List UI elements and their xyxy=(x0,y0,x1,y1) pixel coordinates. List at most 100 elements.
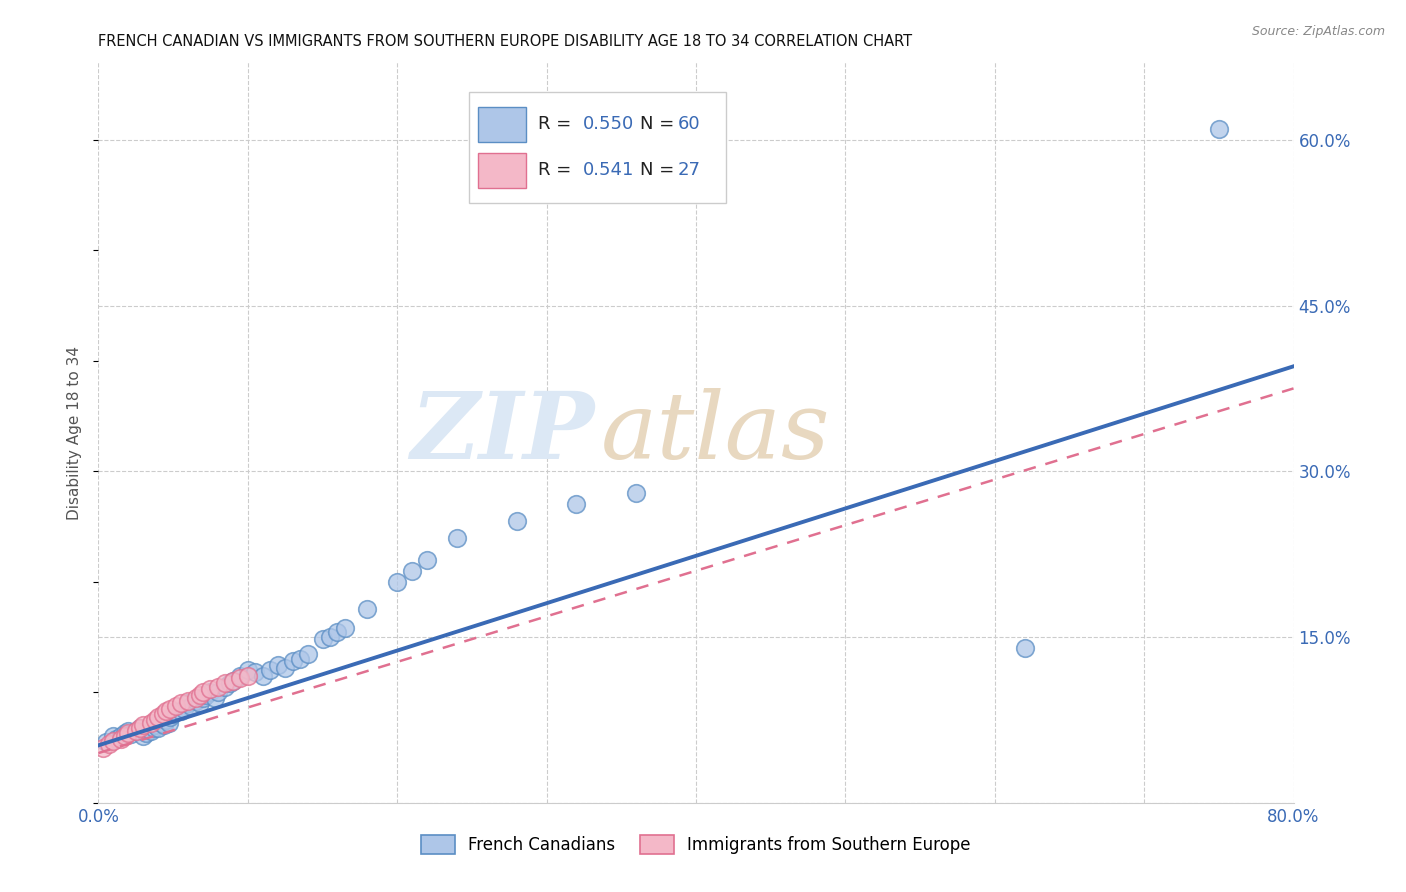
Point xyxy=(252,669,274,683)
Point xyxy=(125,723,148,738)
Text: FRENCH CANADIAN VS IMMIGRANTS FROM SOUTHERN EUROPE DISABILITY AGE 18 TO 34 CORRE: FRENCH CANADIAN VS IMMIGRANTS FROM SOUTH… xyxy=(98,34,912,49)
Point xyxy=(319,630,342,644)
Point xyxy=(177,697,200,711)
Point xyxy=(229,671,252,685)
Point xyxy=(207,685,229,699)
Point xyxy=(169,704,191,718)
Point xyxy=(142,721,165,735)
Point xyxy=(103,734,125,748)
Point xyxy=(114,726,136,740)
Point xyxy=(97,737,120,751)
Point xyxy=(132,730,155,744)
Text: N =: N = xyxy=(640,115,679,133)
Point xyxy=(180,698,202,713)
Point xyxy=(326,624,349,639)
Y-axis label: Disability Age 18 to 34: Disability Age 18 to 34 xyxy=(67,345,83,520)
FancyBboxPatch shape xyxy=(478,107,526,143)
Point xyxy=(173,702,195,716)
Point xyxy=(94,735,117,749)
Point xyxy=(139,716,162,731)
Legend: French Canadians, Immigrants from Southern Europe: French Canadians, Immigrants from Southe… xyxy=(415,829,977,861)
Text: atlas: atlas xyxy=(600,388,830,477)
Point xyxy=(155,704,177,718)
Point xyxy=(125,723,148,738)
Text: ZIP: ZIP xyxy=(411,388,595,477)
Point xyxy=(245,665,267,680)
Point xyxy=(139,723,162,738)
Point xyxy=(184,690,207,705)
Point xyxy=(110,731,132,746)
Point xyxy=(1208,121,1230,136)
Point xyxy=(143,718,166,732)
Point xyxy=(207,680,229,694)
Text: Source: ZipAtlas.com: Source: ZipAtlas.com xyxy=(1251,25,1385,38)
Point xyxy=(91,740,114,755)
Point xyxy=(214,680,236,694)
Point xyxy=(416,552,439,566)
Point xyxy=(446,531,468,545)
Point xyxy=(129,721,152,735)
Point xyxy=(165,705,187,719)
Point xyxy=(157,716,180,731)
Text: R =: R = xyxy=(538,115,578,133)
Point xyxy=(333,621,356,635)
Point xyxy=(169,697,191,711)
FancyBboxPatch shape xyxy=(470,92,725,203)
Point xyxy=(148,721,170,735)
Point xyxy=(195,688,218,702)
Text: N =: N = xyxy=(640,161,679,178)
Point xyxy=(184,694,207,708)
Point xyxy=(162,707,184,722)
Text: 0.541: 0.541 xyxy=(582,161,634,178)
Point xyxy=(177,694,200,708)
Point xyxy=(188,688,211,702)
Point xyxy=(188,697,211,711)
Point xyxy=(191,690,214,705)
Point xyxy=(200,681,222,696)
Point xyxy=(129,721,152,735)
Point xyxy=(259,663,281,677)
Point xyxy=(120,727,142,741)
Point xyxy=(214,676,236,690)
Text: 0.550: 0.550 xyxy=(582,115,634,133)
Point xyxy=(401,564,423,578)
Point xyxy=(155,713,177,727)
Point xyxy=(153,718,176,732)
Point xyxy=(274,661,297,675)
Point xyxy=(236,669,259,683)
Point xyxy=(385,574,409,589)
Point xyxy=(565,498,588,512)
Text: 60: 60 xyxy=(678,115,700,133)
Point xyxy=(150,716,173,731)
Point xyxy=(117,723,139,738)
Point xyxy=(103,730,125,744)
Point xyxy=(143,713,166,727)
Point xyxy=(229,669,252,683)
Point xyxy=(222,674,245,689)
Point xyxy=(297,647,319,661)
Point xyxy=(200,685,222,699)
Point xyxy=(165,698,187,713)
Point xyxy=(288,652,311,666)
Point xyxy=(311,632,333,647)
Text: R =: R = xyxy=(538,161,578,178)
Point xyxy=(281,654,304,668)
Point xyxy=(110,730,132,744)
Point xyxy=(159,702,181,716)
Point xyxy=(148,709,170,723)
Point xyxy=(152,707,174,722)
Point xyxy=(114,730,136,744)
Point xyxy=(191,685,214,699)
Point xyxy=(356,602,378,616)
Point xyxy=(236,663,259,677)
Point xyxy=(1014,641,1036,656)
Point xyxy=(159,709,181,723)
Point xyxy=(135,726,157,740)
FancyBboxPatch shape xyxy=(478,153,526,188)
Point xyxy=(117,726,139,740)
Point xyxy=(132,718,155,732)
Point xyxy=(506,514,529,528)
Point xyxy=(267,657,290,672)
Text: 27: 27 xyxy=(678,161,702,178)
Point xyxy=(219,676,242,690)
